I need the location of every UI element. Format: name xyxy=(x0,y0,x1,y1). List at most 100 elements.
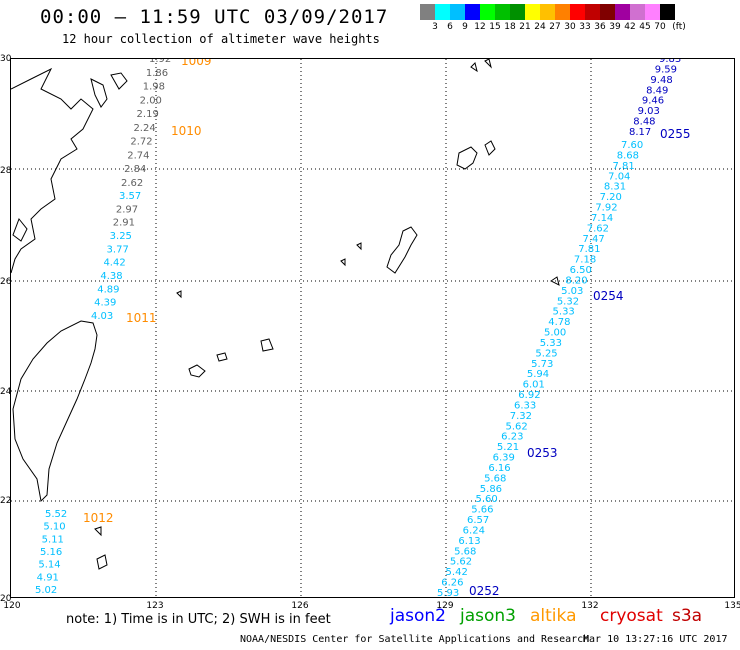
wave-height-label: 2.19 xyxy=(137,109,159,120)
wave-height-label: 5.33 xyxy=(553,307,575,318)
pass-time-label: 0255 xyxy=(660,127,691,141)
wave-height-label: 7.14 xyxy=(591,213,613,224)
satellite-legend-altika: altika xyxy=(530,606,577,626)
wave-height-label: 5.62 xyxy=(450,557,472,568)
latitude-label: 24 xyxy=(0,387,12,397)
color-label: 45 xyxy=(639,22,651,32)
wave-height-label: 9.59 xyxy=(655,64,677,75)
color-label: 70 xyxy=(654,22,666,32)
color-bar xyxy=(420,4,675,20)
color-label: 3 xyxy=(432,22,438,32)
pressure-label: 1009 xyxy=(181,59,212,68)
wave-height-label: 2.00 xyxy=(140,95,162,106)
pass-time-label: 0253 xyxy=(527,446,558,460)
wave-height-label: 8.20 xyxy=(565,275,587,286)
wave-height-label: 5.68 xyxy=(484,473,506,484)
color-bar-labels: 3 6 9 12 15 18 21 24 27 30 33 36 39 42 45 70 (ft) xyxy=(420,22,740,34)
wave-height-label: 5.62 xyxy=(505,421,527,432)
credit-text: NOAA/NESDIS Center for Satellite Applica… xyxy=(240,634,590,645)
wave-height-label: 5.86 xyxy=(480,484,502,495)
wave-height-label: 5.00 xyxy=(544,328,566,339)
pressure-label: 1011 xyxy=(126,311,157,325)
longitude-label: 132 xyxy=(581,601,599,611)
wave-height-label: 6.24 xyxy=(463,525,485,536)
color-label: 42 xyxy=(624,22,636,32)
color-label: 12 xyxy=(474,22,486,32)
color-label: 21 xyxy=(519,22,531,32)
wave-height-label: 2.84 xyxy=(124,164,146,175)
color-label: 9 xyxy=(462,22,468,32)
wave-height-label: 7.62 xyxy=(587,223,609,234)
wave-height-label: 4.38 xyxy=(100,271,122,282)
wave-height-label: 4.78 xyxy=(548,317,570,328)
china-coastline xyxy=(10,67,94,274)
wave-height-label: 2.62 xyxy=(121,178,143,189)
map-frame: 1.92 1.86 1.98 2.00 2.19 2.24 2.72 2.74 2.84 2.62… xyxy=(10,54,735,599)
longitude-label: 123 xyxy=(146,601,164,611)
pressure-label: 1010 xyxy=(171,124,202,138)
latitude-label: 22 xyxy=(0,496,12,506)
wave-height-label: 7.32 xyxy=(510,411,532,422)
wave-height-label: 7.81 xyxy=(612,161,634,172)
wave-height-label: 9.46 xyxy=(642,96,664,107)
wave-height-label: 6.01 xyxy=(523,380,545,391)
color-swatch-3 xyxy=(465,4,480,20)
pass-time-label: 0254 xyxy=(593,289,624,303)
wave-height-label: 5.42 xyxy=(446,567,468,578)
wave-height-label: 7.20 xyxy=(600,192,622,203)
wave-height-label: 2.72 xyxy=(130,137,152,148)
color-swatch-13 xyxy=(615,4,630,20)
color-swatch-12 xyxy=(600,4,615,20)
wave-height-label: 5.32 xyxy=(557,296,579,307)
wave-height-label: 7.81 xyxy=(578,244,600,255)
wave-height-label: 7.04 xyxy=(608,171,630,182)
wave-height-label: 9.03 xyxy=(638,106,660,117)
okinawa-coastline xyxy=(386,226,418,274)
color-swatch-0 xyxy=(420,4,435,20)
wave-height-label: 7.60 xyxy=(621,140,643,151)
wave-height-label: 5.60 xyxy=(476,494,498,505)
wave-height-label: 5.14 xyxy=(38,560,60,571)
miyako-coastline xyxy=(260,338,274,352)
wave-height-label: 2.24 xyxy=(133,123,155,134)
color-swatch-7 xyxy=(525,4,540,20)
color-swatch-8 xyxy=(540,4,555,20)
wave-height-label: 8.31 xyxy=(604,182,626,193)
wave-height-label: 8.17 xyxy=(629,127,651,138)
wave-height-label: 7.47 xyxy=(582,234,604,245)
wave-height-label: 5.02 xyxy=(35,585,57,596)
color-label: 15 xyxy=(489,22,501,32)
wave-height-label: 6.26 xyxy=(441,578,463,589)
color-swatch-16 xyxy=(660,4,675,20)
color-label: 30 xyxy=(564,22,576,32)
wave-height-label: 5.94 xyxy=(527,369,549,380)
wave-height-label: 4.91 xyxy=(37,572,59,583)
wave-height-label: 3.57 xyxy=(119,191,141,202)
color-label: 36 xyxy=(594,22,606,32)
wave-height-label: 8.49 xyxy=(646,85,668,96)
satellite-legend-cryosat: cryosat xyxy=(600,606,663,626)
amami-coastline xyxy=(456,146,478,170)
pass-time-label: 0252 xyxy=(469,584,500,597)
wave-height-label: 5.16 xyxy=(40,547,62,558)
wave-height-label: 8.48 xyxy=(633,117,655,128)
wave-height-label: 6.33 xyxy=(514,400,536,411)
wave-height-label: 3.25 xyxy=(110,231,132,242)
color-swatch-11 xyxy=(585,4,600,20)
wave-height-label: 6.92 xyxy=(518,390,540,401)
color-label: 39 xyxy=(609,22,621,32)
wave-height-label: 5.10 xyxy=(43,522,65,533)
color-swatch-4 xyxy=(480,4,495,20)
color-label: 27 xyxy=(549,22,561,32)
wave-height-label: 9.48 xyxy=(650,75,672,86)
color-swatch-6 xyxy=(510,4,525,20)
wave-height-label: 6.39 xyxy=(493,453,515,464)
wave-height-label: 5.73 xyxy=(531,359,553,370)
wave-height-label: 2.97 xyxy=(116,204,138,215)
wave-height-label: 8.68 xyxy=(617,150,639,161)
map-subtitle: 12 hour collection of altimeter wave hei… xyxy=(62,32,380,46)
longitude-label: 135 xyxy=(724,601,740,611)
satellite-legend-jason3: jason3 xyxy=(460,606,516,626)
wave-height-label: 6.16 xyxy=(488,463,510,474)
wave-height-label: 1.86 xyxy=(146,68,168,79)
